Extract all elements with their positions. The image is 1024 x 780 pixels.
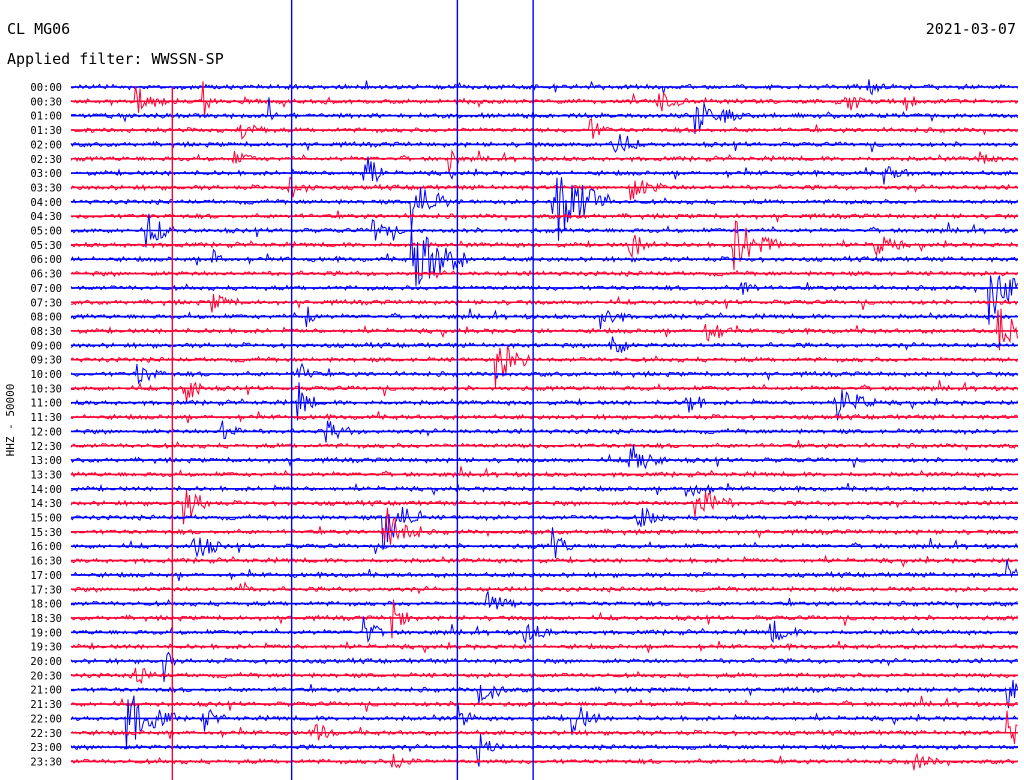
spike-lines [171, 0, 534, 780]
hour-tick-label: 04:00 [30, 197, 62, 209]
hour-tick-label: 01:30 [30, 125, 62, 137]
hour-tick-label: 17:30 [30, 584, 62, 596]
trace-line [70, 466, 1018, 479]
trace-line [70, 490, 1018, 525]
trace-line [70, 176, 1018, 201]
trace-line [70, 134, 1018, 154]
trace-line [70, 616, 1018, 644]
date-label: 2021-03-07 [925, 20, 1016, 38]
hour-tick-label: 05:00 [30, 226, 62, 238]
hour-tick-label: 02:00 [30, 139, 62, 151]
trace-line [70, 651, 1018, 682]
station-label: CL MG06 [7, 20, 71, 38]
hour-tick-label: 16:00 [30, 541, 62, 553]
hour-tick-label: 19:30 [30, 642, 62, 654]
hour-tick-label: 03:30 [30, 182, 62, 194]
hour-tick-label: 14:30 [30, 498, 62, 510]
hour-tick-label: 22:00 [30, 713, 62, 725]
hour-tick-label: 21:30 [30, 699, 62, 711]
hour-tick-label: 18:30 [30, 613, 62, 625]
hour-tick-label: 01:00 [30, 111, 62, 123]
hour-tick-label: 18:00 [30, 599, 62, 611]
hour-tick-label: 21:00 [30, 685, 62, 697]
trace-line [70, 308, 1018, 351]
hour-tick-label: 15:30 [30, 527, 62, 539]
hour-tick-label: 07:30 [30, 297, 62, 309]
hour-tick-label: 10:30 [30, 383, 62, 395]
hour-tick-label: 00:00 [30, 82, 62, 94]
hour-tick-labels: 00:00 00:30 01:00 01:30 02:00 02:30 03:00 03:30… [30, 82, 62, 768]
hour-tick-label: 14:00 [30, 484, 62, 496]
hour-tick-label: 02:30 [30, 154, 62, 166]
hour-tick-label: 03:00 [30, 168, 62, 180]
hour-tick-label: 10:00 [30, 369, 62, 381]
trace-line [70, 440, 1018, 452]
trace-line [70, 506, 1018, 550]
hour-tick-label: 08:00 [30, 312, 62, 324]
hour-tick-label: 06:30 [30, 269, 62, 281]
trace-line [70, 210, 1018, 224]
hour-tick-label: 12:00 [30, 426, 62, 438]
hour-tick-label: 04:30 [30, 211, 62, 223]
hour-tick-label: 11:30 [30, 412, 62, 424]
hour-tick-label: 13:00 [30, 455, 62, 467]
hour-tick-label: 17:00 [30, 570, 62, 582]
trace-line [70, 482, 1018, 497]
hour-tick-label: 23:00 [30, 742, 62, 754]
hour-tick-label: 16:30 [30, 556, 62, 568]
trace-line [70, 591, 1018, 610]
hour-tick-label: 05:30 [30, 240, 62, 252]
trace-line [70, 580, 1018, 595]
hour-tick-label: 15:00 [30, 513, 62, 525]
hour-tick-label: 00:30 [30, 96, 62, 108]
hour-tick-label: 20:30 [30, 670, 62, 682]
hour-tick-label: 09:30 [30, 355, 62, 367]
trace-line [71, 679, 1018, 709]
trace-line [70, 345, 1018, 388]
trace-line [70, 444, 1018, 470]
hour-tick-label: 11:00 [30, 398, 62, 410]
hour-tick-label: 22:30 [30, 728, 62, 740]
hour-tick-label: 12:30 [30, 441, 62, 453]
hour-tick-label: 20:00 [30, 656, 62, 668]
hour-tick-label: 19:00 [30, 627, 62, 639]
trace-line [70, 149, 1018, 173]
trace-line [70, 306, 1018, 330]
hour-tick-label: 06:00 [30, 254, 62, 266]
trace-line [70, 227, 1018, 287]
hour-tick-label: 09:00 [30, 340, 62, 352]
y-axis-label: HHZ - 50000 [4, 384, 17, 457]
trace-line [70, 507, 1018, 545]
hour-tick-label: 08:30 [30, 326, 62, 338]
filter-label: Applied filter: WWSSN-SP [7, 50, 224, 68]
trace-line [70, 118, 1018, 140]
hour-tick-label: 23:30 [30, 756, 62, 768]
hour-tick-label: 13:30 [30, 469, 62, 481]
trace-line [70, 293, 1018, 313]
trace-lines [70, 79, 1018, 771]
hour-tick-label: 07:00 [30, 283, 62, 295]
